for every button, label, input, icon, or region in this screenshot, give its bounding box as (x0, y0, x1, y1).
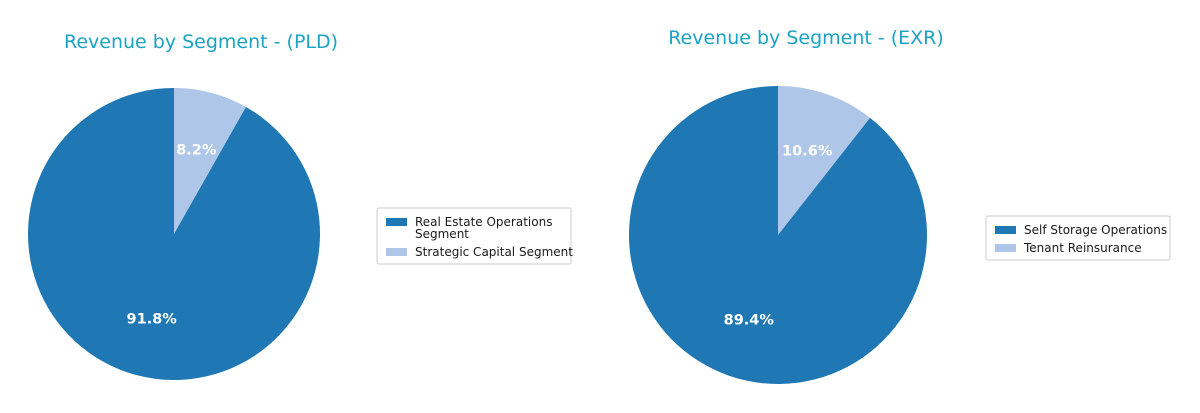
slice-percent-label: 8.2% (176, 142, 217, 158)
slice-percent-label: 89.4% (724, 312, 775, 328)
legend-item-label: Real Estate Operations Segment (415, 215, 552, 241)
chart-title: Revenue by Segment - (PLD) (64, 31, 338, 53)
legend-item-label: Strategic Capital Segment (415, 245, 573, 259)
slice-percent-label: 10.6% (782, 144, 833, 160)
slice-percent-label: 91.8% (127, 312, 178, 328)
legend-box (985, 215, 1171, 261)
legend-item-label: Tenant Reinsurance (1023, 241, 1142, 255)
legend-item-label-line: Segment (415, 227, 469, 241)
legend-item-label-line: Real Estate Operations (415, 215, 552, 229)
legend-item-label-line: Self Storage Operations (1024, 223, 1167, 237)
pie-slice-tenant-reinsurance (778, 86, 871, 235)
legend: Real Estate Operations Segment Strategic C… (376, 207, 573, 265)
legend-swatch (995, 244, 1016, 252)
pie-slice-real-estate-operations-segment (27, 88, 320, 380)
legend-swatch (386, 218, 407, 226)
pie-chart-panel-2: Revenue by Segment - (EXR) 10.6% 89.4% Self… (629, 27, 1171, 384)
legend-item-label-line: Tenant Reinsurance (1023, 241, 1142, 255)
chart-title: Revenue by Segment - (EXR) (668, 27, 944, 49)
legend-item-label: Self Storage Operations (1024, 223, 1167, 237)
legend-swatch (386, 248, 407, 256)
pie-slice-strategic-capital-segment (174, 88, 246, 234)
legend: Self Storage Operations Tenant Reinsuranc… (985, 215, 1171, 261)
pie-chart-panel-1: Revenue by Segment - (PLD) 8.2% 91.8% Real … (27, 31, 573, 380)
pie-slice-self-storage-operations (629, 85, 928, 384)
legend-item-label-line: Strategic Capital Segment (415, 245, 573, 259)
legend-swatch (995, 226, 1016, 234)
legend-box (376, 207, 572, 265)
